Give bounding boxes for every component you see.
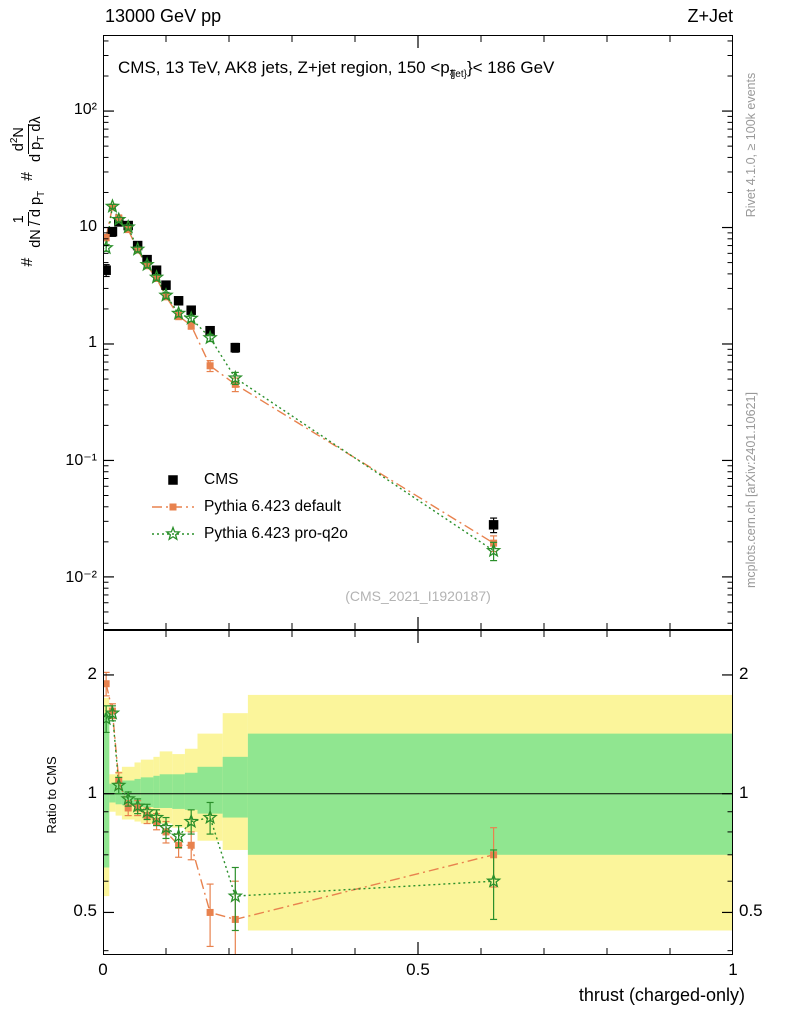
ratio-y-tick-label-left: 1 — [87, 782, 97, 802]
pythia-proq2o-marker-icon — [152, 525, 194, 541]
main-plot-panel — [103, 35, 733, 630]
legend-item-cms: CMS — [150, 466, 348, 493]
x-tick-label: 1 — [728, 960, 738, 979]
main-plot-svg — [103, 35, 733, 630]
main-y-tick-label: 10² — [73, 101, 97, 119]
ylabel-hash-2: # — [19, 171, 36, 181]
ylabel-hash-1: # — [19, 257, 36, 267]
ratio-y-tick-label-right: 2 — [739, 663, 749, 683]
x-tick-label: 0.5 — [406, 960, 430, 979]
x-tick-label: 0 — [98, 960, 108, 979]
mcplots-arxiv-note: mcplots.cern.ch [arXiv:2401.10621] — [744, 392, 758, 588]
analysis-id-watermark: (CMS_2021_I1920187) — [345, 588, 491, 604]
cms-marker-icon — [168, 474, 178, 485]
ratio-plot-svg — [103, 630, 733, 955]
x-axis-label: thrust (charged-only) — [578, 985, 745, 1005]
pythia-default-marker-icon — [152, 503, 194, 510]
main-y-axis-label: # 1 dN / d pT # d2N d pT dλ — [6, 40, 50, 340]
main-y-tick-label: 10⁻² — [65, 568, 97, 586]
main-y-tick-label: 10 — [79, 217, 97, 235]
region-annotation: CMS, 13 TeV, AK8 jets, Z+jet region, 150… — [118, 58, 555, 80]
header-process: Z+Jet — [687, 6, 733, 26]
legend-item-pythia-default: Pythia 6.423 default — [150, 493, 348, 520]
ylabel-fraction-2: d2N d pT dλ — [9, 116, 47, 162]
ratio-y-tick-label-right: 0.5 — [739, 901, 763, 921]
legend-item-pythia-proq2o: Pythia 6.423 pro-q2o — [150, 520, 348, 547]
ratio-y-tick-label-left: 2 — [87, 663, 97, 683]
main-y-tick-label: 1 — [88, 333, 97, 351]
ratio-plot-panel — [103, 630, 733, 955]
main-y-tick-label: 10⁻¹ — [65, 452, 97, 470]
header-beam-energy: 13000 GeV pp — [105, 6, 222, 26]
ratio-y-tick-label-right: 1 — [739, 782, 749, 802]
ratio-y-tick-label-left: 0.5 — [73, 901, 97, 921]
legend: CMS Pythia 6.423 default Pythia 6.423 pr… — [150, 466, 348, 547]
rivet-version-note: Rivet 4.1.0, ≥ 100k events — [744, 72, 758, 218]
